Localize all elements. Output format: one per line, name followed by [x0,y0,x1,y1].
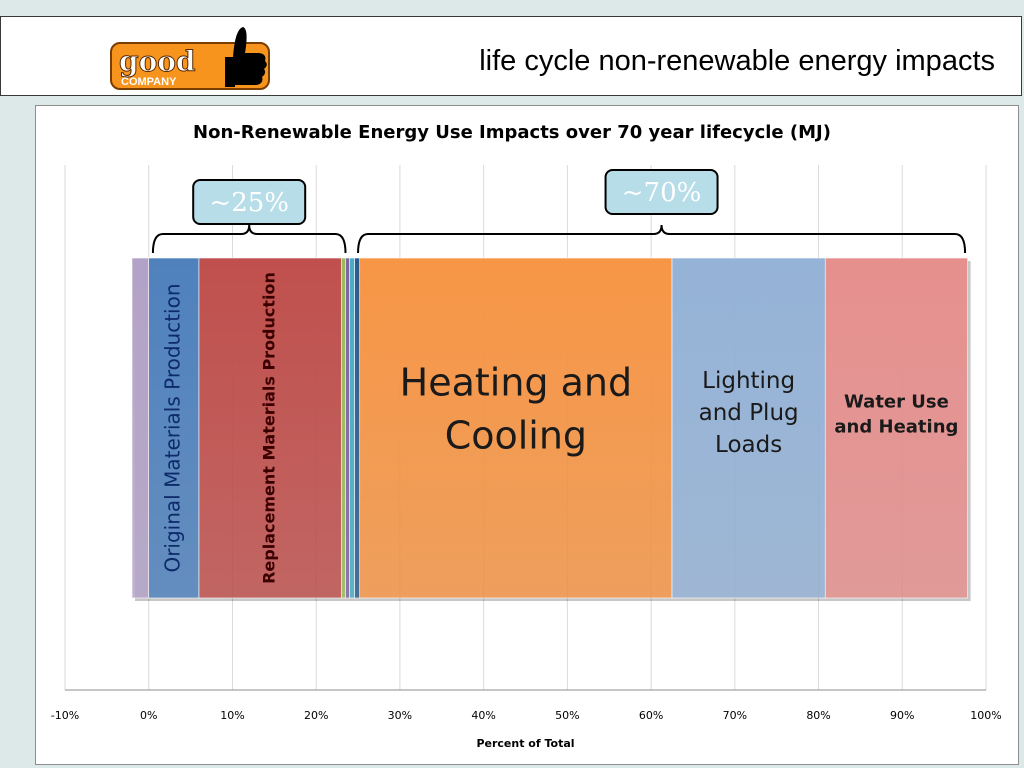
x-tick-label: 90% [890,709,914,722]
segment-label: Water Use and Heating [834,391,958,437]
callout-label: ~25% [209,188,289,218]
brace-annotation [357,224,967,254]
x-tick-label: 70% [723,709,747,722]
bar-segment[interactable] [345,257,350,599]
bar-segment[interactable] [359,257,673,599]
segment-label: Heating and Cooling [400,360,632,457]
x-tick-label: 0% [140,709,157,722]
callout-box [192,179,307,225]
chart-title: Non-Renewable Energy Use Impacts over 70… [193,122,831,143]
segment-label-line: Loads [715,432,782,458]
segment-label: Lighting and Plug Loads [699,368,799,458]
bar-segment[interactable] [198,257,342,599]
x-tick-label: 30% [388,709,412,722]
x-tick-label: 20% [304,709,328,722]
segment-label-line: and Heating [834,417,958,438]
x-tick-label: 10% [220,709,244,722]
x-tick-label: 50% [555,709,579,722]
bar-segment[interactable] [349,257,355,599]
x-tick-label: -10% [51,709,79,722]
x-tick-label: 100% [970,709,1001,722]
callout-label: ~70% [622,178,702,208]
slide-title: life cycle non-renewable energy impacts [479,45,995,77]
bar-segment[interactable] [148,257,200,599]
segment-label: Original Materials Production [160,283,184,572]
x-tick-label: 80% [806,709,830,722]
thumbs-up-icon [225,27,267,87]
segment-label-line: Water Use [844,391,949,412]
segment-label-line: Heating and [400,360,632,404]
logo-text-company: COMPANY [121,76,177,88]
x-tick-label: 60% [639,709,663,722]
bar-segment[interactable] [131,257,150,599]
logo-text-good: good [119,45,196,78]
bar-segment[interactable] [824,257,968,599]
slide-header: good COMPANY life cycle non-renewable en… [0,16,1022,96]
x-tick-label: 40% [471,709,495,722]
segment-label: Replacement Materials Production [260,272,279,584]
x-axis-title: Percent of Total [476,737,574,750]
callout-box [604,169,719,215]
segment-label-line: Cooling [445,414,587,458]
segment-label-line: Lighting [702,368,795,394]
good-company-logo: good COMPANY [110,27,270,90]
segment-label-line: and Plug [699,400,799,426]
bar-segment[interactable] [354,257,361,599]
bar-segment[interactable] [340,257,346,599]
bar-segment[interactable] [671,257,826,599]
